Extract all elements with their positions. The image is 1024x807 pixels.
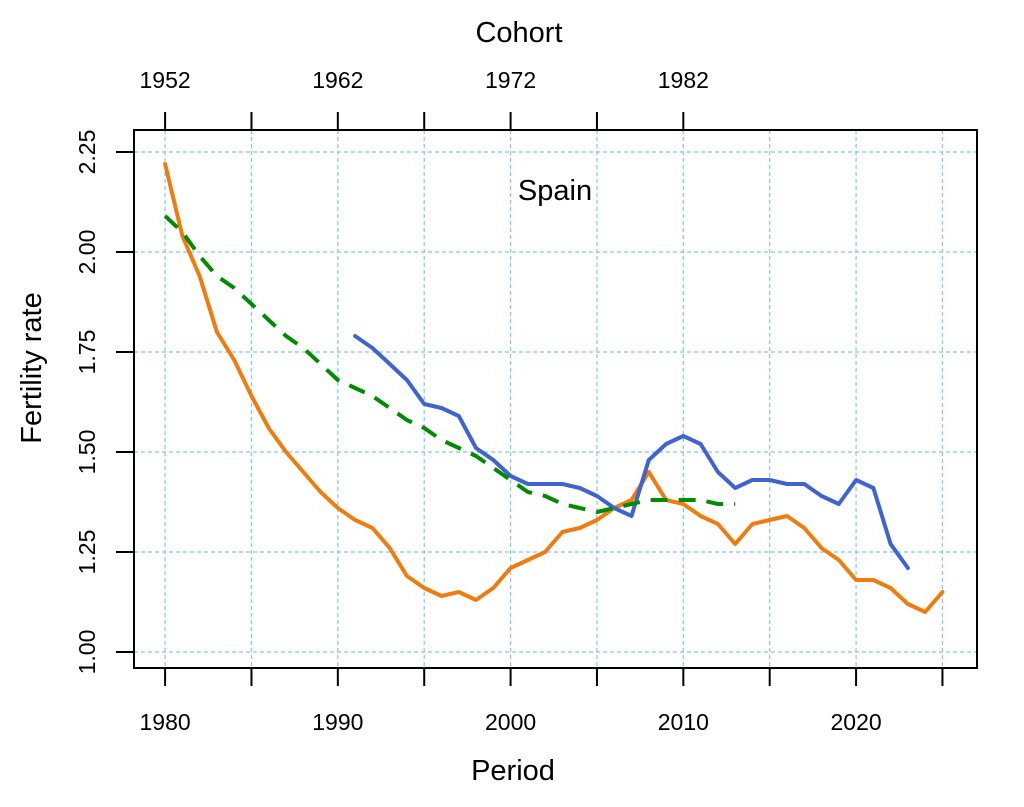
x-tick-label: 1980 xyxy=(140,709,191,735)
grid xyxy=(134,130,977,668)
y-tick-label: 2.25 xyxy=(74,130,100,175)
x-tick-label: 1990 xyxy=(312,709,363,735)
y-tick-label: 1.75 xyxy=(74,330,100,375)
top-tick-label: 1952 xyxy=(140,67,191,93)
top-axis: 1952 1962 1972 1982 xyxy=(140,67,709,130)
top-tick-label: 1972 xyxy=(485,67,536,93)
x-tick-label: 2020 xyxy=(830,709,881,735)
x-tick-label: 2000 xyxy=(485,709,536,735)
y-tick-label: 1.50 xyxy=(74,430,100,475)
y-tick-label: 2.00 xyxy=(74,230,100,275)
series-line-2 xyxy=(163,214,736,514)
top-axis-title: Cohort xyxy=(475,17,562,49)
chart-annotation: Spain xyxy=(518,175,592,207)
top-tick-label: 1982 xyxy=(658,67,709,93)
plot-frame xyxy=(133,129,978,669)
y-tick-label: 1.25 xyxy=(74,530,100,575)
y-axis-title: Fertility rate xyxy=(16,292,48,443)
series-layer xyxy=(163,162,945,614)
top-tick-label: 1962 xyxy=(312,67,363,93)
bottom-axis: 1980 1990 2000 2010 2020 xyxy=(140,668,944,735)
y-tick-label: 1.00 xyxy=(74,630,100,675)
left-axis: 1.00 1.25 1.50 1.75 2.00 2.25 xyxy=(74,130,134,675)
x-tick-label: 2010 xyxy=(658,709,709,735)
series-line-0 xyxy=(163,162,945,614)
x-axis-title: Period xyxy=(471,755,555,787)
